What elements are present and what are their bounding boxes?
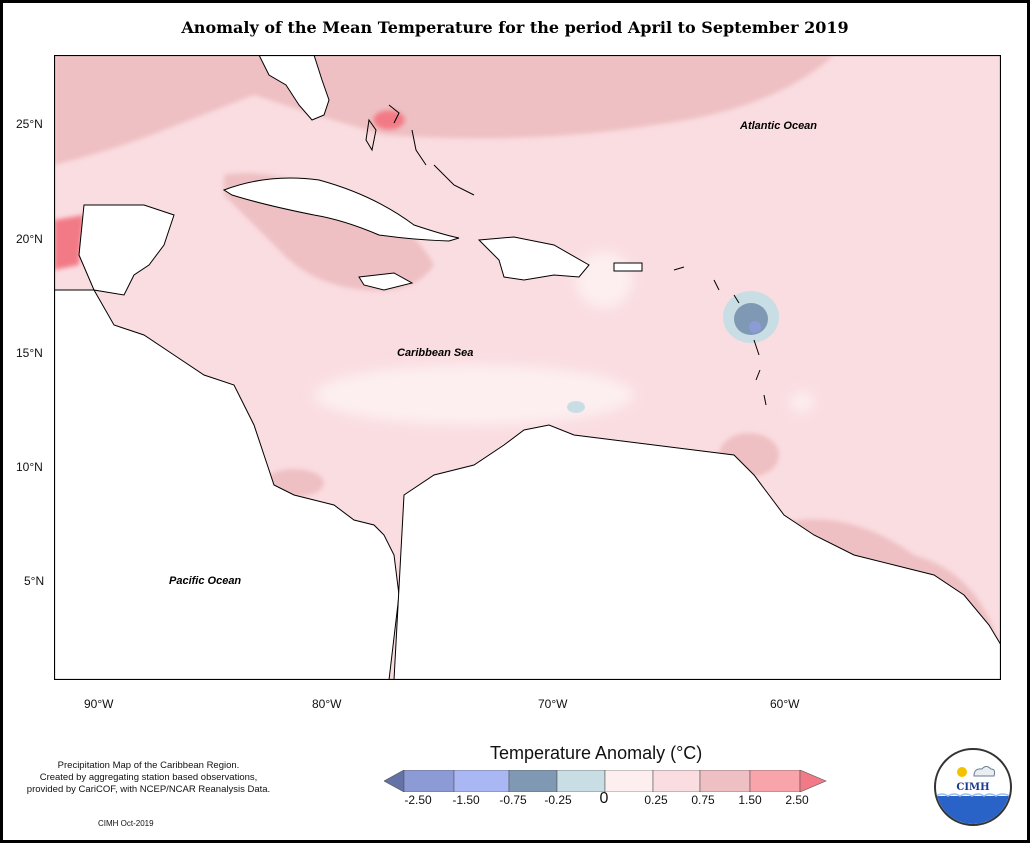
colorbar-seg-4 — [556, 770, 606, 792]
lat-tick-20n: 20°N — [16, 232, 43, 246]
anomaly-warm-yucatan — [54, 215, 84, 270]
lat-tick-10n: 10°N — [16, 460, 43, 474]
island-lesser-antilles-south — [753, 339, 767, 406]
anomaly-cold-core — [749, 321, 761, 333]
colorbar-label-5: 0 — [599, 790, 609, 807]
anomaly-neutral-caribbean — [314, 365, 634, 425]
land-cuba — [222, 177, 460, 242]
bahamas-islands — [365, 104, 767, 406]
colorbar-seg-3 — [508, 770, 558, 792]
land-florida — [258, 55, 330, 121]
colorbar-label-8: 1.50 — [738, 793, 762, 807]
land-yucatan — [78, 204, 175, 296]
map-border — [54, 55, 1001, 680]
waves-crest — [936, 793, 1010, 797]
colorbar-label-3: -0.75 — [499, 793, 527, 807]
map-title: Anomaly of the Mean Temperature for the … — [181, 18, 849, 37]
lat-tick-5n: 5°N — [24, 574, 45, 588]
island-lesser-antilles-north — [673, 266, 740, 304]
lon-tick-80w: 80°W — [312, 697, 342, 711]
colorbar-seg-2 — [453, 770, 510, 792]
colorbar-arrow-high — [799, 770, 827, 792]
colorbar-label-2: -1.50 — [452, 793, 480, 807]
logo-graphic — [936, 766, 1010, 824]
colorbar-label-6: 0.25 — [644, 793, 668, 807]
anomaly-warm-bahamas — [373, 110, 405, 130]
colorbar-label-9: 2.50 — [785, 793, 809, 807]
anomaly-neutral-hispaniola — [576, 252, 632, 308]
colorbar-title: Temperature Anomaly (°C) — [490, 743, 703, 763]
lon-tick-90w: 90°W — [84, 697, 114, 711]
island-abaco — [388, 104, 400, 124]
colorbar-seg-5 — [604, 770, 654, 792]
lon-tick-70w: 70°W — [538, 697, 568, 711]
waves-icon — [936, 796, 1010, 824]
land-jamaica — [358, 272, 414, 291]
lat-tick-25n: 25°N — [16, 117, 43, 131]
land-masses — [54, 55, 1001, 680]
colorbar-label-4: -0.25 — [544, 793, 572, 807]
label-atlantic-ocean: Atlantic Ocean — [740, 120, 818, 132]
sun-icon — [957, 767, 967, 777]
land-puerto-rico — [613, 262, 643, 272]
colorbar-seg-1 — [403, 770, 455, 792]
land-central-america — [54, 289, 400, 680]
colorbar — [384, 770, 827, 792]
anomaly-cold-curacao — [567, 401, 585, 413]
colorbar-label-1: -2.50 — [404, 793, 432, 807]
island-andros — [365, 118, 377, 152]
label-pacific-ocean: Pacific Ocean — [169, 575, 242, 587]
footnote-line-2: Created by aggregating station based obs… — [39, 772, 258, 783]
island-exuma — [433, 164, 475, 196]
colorbar-seg-6 — [652, 770, 701, 792]
logo-name: CIMH — [956, 782, 990, 793]
footnote-line-1: Precipitation Map of the Caribbean Regio… — [57, 760, 240, 771]
label-caribbean-sea: Caribbean Sea — [397, 347, 474, 359]
footnote-credit: CIMH Oct-2019 — [98, 819, 154, 828]
colorbar-seg-7 — [699, 770, 751, 792]
land-south-america — [393, 424, 1001, 680]
colorbar-seg-8 — [749, 770, 801, 792]
anomaly-neutral-barbados — [790, 392, 814, 412]
colorbar-label-7: 0.75 — [691, 793, 715, 807]
map-panel — [54, 55, 1001, 680]
anomaly-warm-north — [54, 55, 834, 165]
colorbar-arrow-low — [384, 770, 405, 792]
cloud-icon — [973, 766, 996, 777]
lat-tick-15n: 15°N — [16, 346, 43, 360]
island-eleuthera — [411, 129, 427, 166]
cimh-logo: CIMH — [934, 748, 1012, 826]
anomaly-cold-spot — [567, 291, 779, 413]
footnote: Precipitation Map of the Caribbean Regio… — [6, 760, 291, 796]
footnote-line-3: provided by CariCOF, with NCEP/NCAR Rean… — [26, 784, 271, 795]
lon-tick-60w: 60°W — [770, 697, 800, 711]
land-hispaniola — [477, 236, 590, 281]
